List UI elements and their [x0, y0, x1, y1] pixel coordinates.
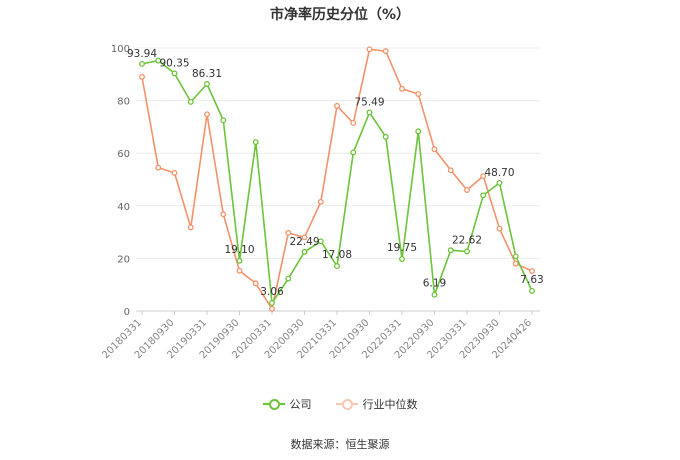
y-tick-label: 80	[117, 97, 130, 108]
data-label: 19.75	[387, 242, 417, 254]
point-company	[187, 98, 194, 105]
y-tick-label: 100	[111, 44, 130, 55]
data-label: 17.08	[322, 249, 352, 261]
point-industry-median	[399, 85, 405, 92]
point-company	[431, 291, 438, 298]
chart-legend: 公司 行业中位数	[0, 396, 680, 412]
point-company	[204, 81, 210, 87]
point-company	[382, 133, 389, 140]
point-industry-median	[447, 167, 454, 174]
legend-swatch-industry-median	[335, 398, 358, 410]
point-industry-median	[382, 48, 389, 55]
data-label: 22.62	[452, 235, 482, 247]
series-line-industry-median	[141, 48, 533, 310]
point-industry-median	[187, 224, 194, 231]
data-label: 7.63	[520, 274, 543, 286]
point-company	[301, 248, 308, 255]
legend-label-industry-median: 行业中位数	[362, 398, 418, 411]
point-industry-median	[480, 173, 487, 180]
point-industry-median	[139, 73, 145, 80]
point-company	[334, 263, 340, 270]
point-industry-median	[366, 46, 373, 53]
point-industry-median	[529, 268, 535, 274]
point-industry-median	[301, 234, 308, 241]
point-industry-median	[269, 305, 275, 312]
data-label: 22.49	[289, 236, 319, 248]
point-industry-median	[464, 187, 470, 193]
point-industry-median	[220, 211, 227, 218]
y-tick-label: 0	[124, 307, 130, 318]
point-industry-median	[496, 225, 503, 232]
point-industry-median	[334, 102, 340, 109]
data-label: 48.70	[484, 167, 514, 179]
point-company	[512, 253, 519, 260]
data-label: 86.31	[192, 68, 222, 80]
point-company	[220, 117, 227, 124]
data-label: 19.10	[224, 244, 254, 256]
point-company	[447, 247, 454, 254]
point-industry-median	[252, 280, 259, 287]
legend-swatch-company	[262, 398, 285, 410]
y-tick-label: 60	[117, 149, 130, 160]
point-company	[171, 70, 178, 77]
series-layer	[139, 46, 535, 312]
point-company	[285, 275, 292, 282]
point-company	[155, 57, 162, 64]
point-company	[139, 60, 145, 67]
data-label: 3.06	[260, 286, 284, 298]
point-industry-median	[415, 91, 422, 97]
point-company	[252, 139, 259, 146]
point-company	[415, 128, 422, 135]
point-industry-median	[512, 260, 519, 267]
chart-title: 市净率历史分位（%）	[269, 7, 411, 23]
point-company	[269, 300, 275, 306]
axis-layer: 0204060801002018033120180930201903312019…	[100, 44, 534, 361]
y-tick-label: 20	[117, 254, 130, 265]
data-label: 6.19	[423, 278, 446, 290]
point-company	[496, 179, 503, 186]
point-industry-median	[431, 146, 438, 153]
point-industry-median	[204, 111, 210, 118]
point-company	[399, 256, 405, 263]
line-chart: 0204060801002018033120180930201903312019…	[100, 44, 544, 361]
point-company	[464, 248, 470, 255]
legend-label-company: 公司	[289, 398, 312, 411]
point-company	[236, 257, 243, 264]
y-tick-label: 40	[117, 202, 130, 213]
point-industry-median	[155, 164, 162, 171]
legend-item-industry-median[interactable]: 行业中位数	[335, 396, 418, 412]
point-industry-median	[317, 198, 324, 205]
point-industry-median	[236, 267, 243, 274]
point-company	[529, 287, 535, 294]
point-company	[366, 109, 373, 116]
point-industry-median	[350, 120, 357, 126]
point-company	[480, 192, 487, 199]
data-label: 93.94	[127, 48, 157, 60]
point-industry-median	[285, 229, 292, 236]
point-company	[317, 238, 324, 245]
point-industry-median	[171, 169, 178, 176]
legend-item-company[interactable]: 公司	[262, 396, 312, 412]
data-label: 75.49	[354, 96, 384, 108]
point-company	[350, 149, 357, 156]
data-source-note: 数据来源：恒生聚源	[290, 438, 390, 451]
data-label: 90.35	[159, 57, 189, 69]
